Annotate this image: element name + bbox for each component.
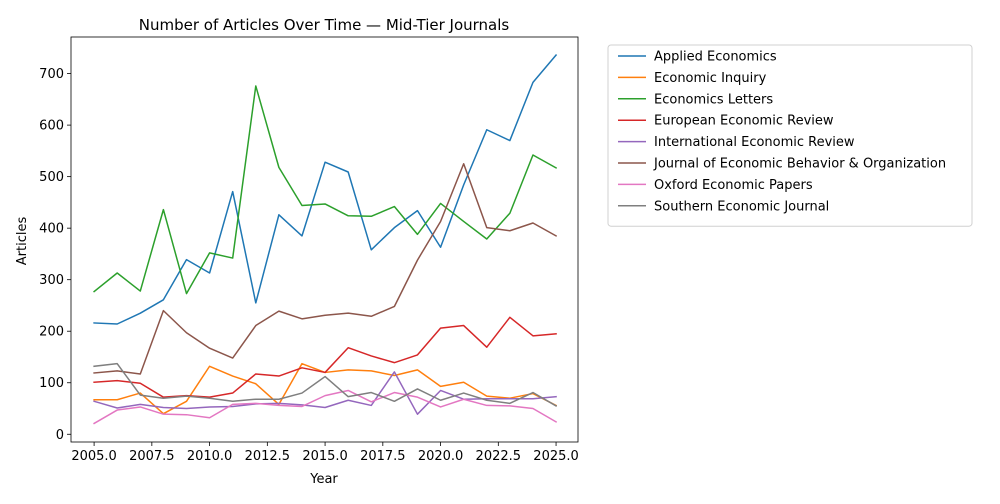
legend-label-6: Journal of Economic Behavior & Organizat… xyxy=(653,157,946,172)
y-tick-label: 300 xyxy=(39,273,64,288)
series-line-6 xyxy=(93,163,558,375)
series-line-8 xyxy=(93,362,558,407)
series-line-4 xyxy=(93,316,557,398)
x-tick-label: 2017.5 xyxy=(360,449,406,464)
legend-label-7: Oxford Economic Papers xyxy=(654,178,813,193)
series-line-7 xyxy=(93,389,558,425)
x-tick-label: 2007.5 xyxy=(129,449,175,464)
legend-box xyxy=(607,44,973,227)
y-tick-label: 700 xyxy=(39,67,64,82)
y-axis-label: Articles xyxy=(15,217,30,266)
y-tick-label: 0 xyxy=(56,428,64,443)
legend-label-2: Economic Inquiry xyxy=(654,71,767,86)
legend-label-4: European Economic Review xyxy=(654,114,834,129)
legend-label-5: International Economic Review xyxy=(654,135,855,150)
series-line-1 xyxy=(93,53,558,325)
legend-label-1: Applied Economics xyxy=(654,50,777,65)
x-tick-label: 2025.0 xyxy=(533,449,579,464)
x-tick-label: 2022.5 xyxy=(476,449,522,464)
series-line-5 xyxy=(93,371,557,415)
y-tick-label: 600 xyxy=(39,119,64,134)
x-tick-label: 2015.0 xyxy=(302,449,348,464)
x-tick-label: 2020.0 xyxy=(418,449,464,464)
plot-frame xyxy=(70,36,579,443)
y-tick-label: 400 xyxy=(39,222,64,237)
legend: Applied Economics Economic Inquiry Economi… xyxy=(607,44,973,227)
x-tick-label: 2010.0 xyxy=(187,449,233,464)
y-tick-label: 500 xyxy=(39,170,64,185)
x-tick-label: 2012.5 xyxy=(245,449,291,464)
chart-title: Number of Articles Over Time — Mid-Tier … xyxy=(139,16,510,34)
x-axis-label: Year xyxy=(309,472,338,487)
x-tick-label: 2005.0 xyxy=(71,449,117,464)
y-tick-label: 100 xyxy=(39,376,64,391)
y-tick-label: 200 xyxy=(39,325,64,340)
legend-label-8: Southern Economic Journal xyxy=(654,199,829,214)
series-line-3 xyxy=(93,85,558,295)
plot-area: 2005.0 2007.5 2010.0 2012.5 2015.0 2017.5 2020… xyxy=(39,36,579,464)
legend-label-3: Economics Letters xyxy=(654,92,773,107)
